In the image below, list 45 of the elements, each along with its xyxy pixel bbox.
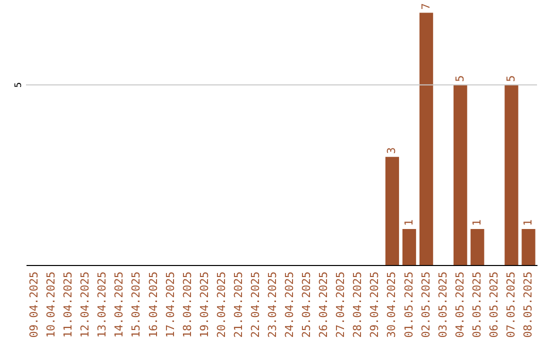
x-tick-label: 03.05.2025	[436, 272, 450, 338]
x-tick-label: 15.04.2025	[130, 272, 143, 338]
data-label: 3	[385, 147, 398, 154]
data-label: 1	[521, 219, 534, 226]
bar	[402, 228, 416, 265]
x-tick-label: 07.05.2025	[504, 272, 518, 338]
x-tick-label: 17.04.2025	[164, 272, 177, 338]
bar	[419, 12, 434, 265]
bar	[454, 84, 468, 265]
x-tick-label: 28.04.2025	[351, 272, 364, 338]
x-tick-label: 11.04.2025	[62, 272, 75, 338]
x-tick-label: 27.04.2025	[334, 272, 348, 338]
x-tick-label: 23.04.2025	[266, 272, 279, 338]
x-tick-label: 10.04.2025	[44, 272, 58, 338]
x-tick-label: 26.04.2025	[317, 272, 330, 338]
data-label: 5	[453, 75, 466, 82]
x-tick-label: 30.04.2025	[385, 272, 398, 338]
x-tick-label: 13.04.2025	[96, 272, 109, 338]
x-tick-label: 20.04.2025	[214, 272, 228, 338]
x-tick-label: 04.05.2025	[453, 272, 466, 338]
bar	[385, 156, 400, 265]
x-tick-label: 05.05.2025	[470, 272, 484, 338]
x-tick-label: 14.04.2025	[112, 272, 126, 338]
x-tick-label: 25.04.2025	[300, 272, 314, 338]
data-label: 1	[470, 219, 484, 226]
x-tick-label: 29.04.2025	[368, 272, 382, 338]
x-tick-label: 19.04.2025	[198, 272, 211, 338]
ref-line-label: 5	[14, 82, 24, 88]
bar	[522, 228, 536, 265]
x-tick-label: 24.04.2025	[283, 272, 296, 338]
x-tick-label: 09.04.2025	[28, 272, 41, 338]
bar	[504, 84, 518, 265]
x-tick-label: 08.05.2025	[521, 272, 534, 338]
x-tick-label: 22.04.2025	[248, 272, 262, 338]
data-label: 7	[419, 3, 432, 10]
x-tick-label: 18.04.2025	[180, 272, 194, 338]
x-tick-label: 01.05.2025	[402, 272, 416, 338]
x-tick-label: 06.05.2025	[487, 272, 500, 338]
bar	[470, 228, 484, 265]
data-label: 1	[402, 219, 416, 226]
x-tick-label: 21.04.2025	[232, 272, 245, 338]
data-label: 5	[504, 75, 518, 82]
x-tick-label: 02.05.2025	[419, 272, 432, 338]
x-tick-label: 12.04.2025	[78, 272, 92, 338]
x-tick-label: 16.04.2025	[146, 272, 160, 338]
